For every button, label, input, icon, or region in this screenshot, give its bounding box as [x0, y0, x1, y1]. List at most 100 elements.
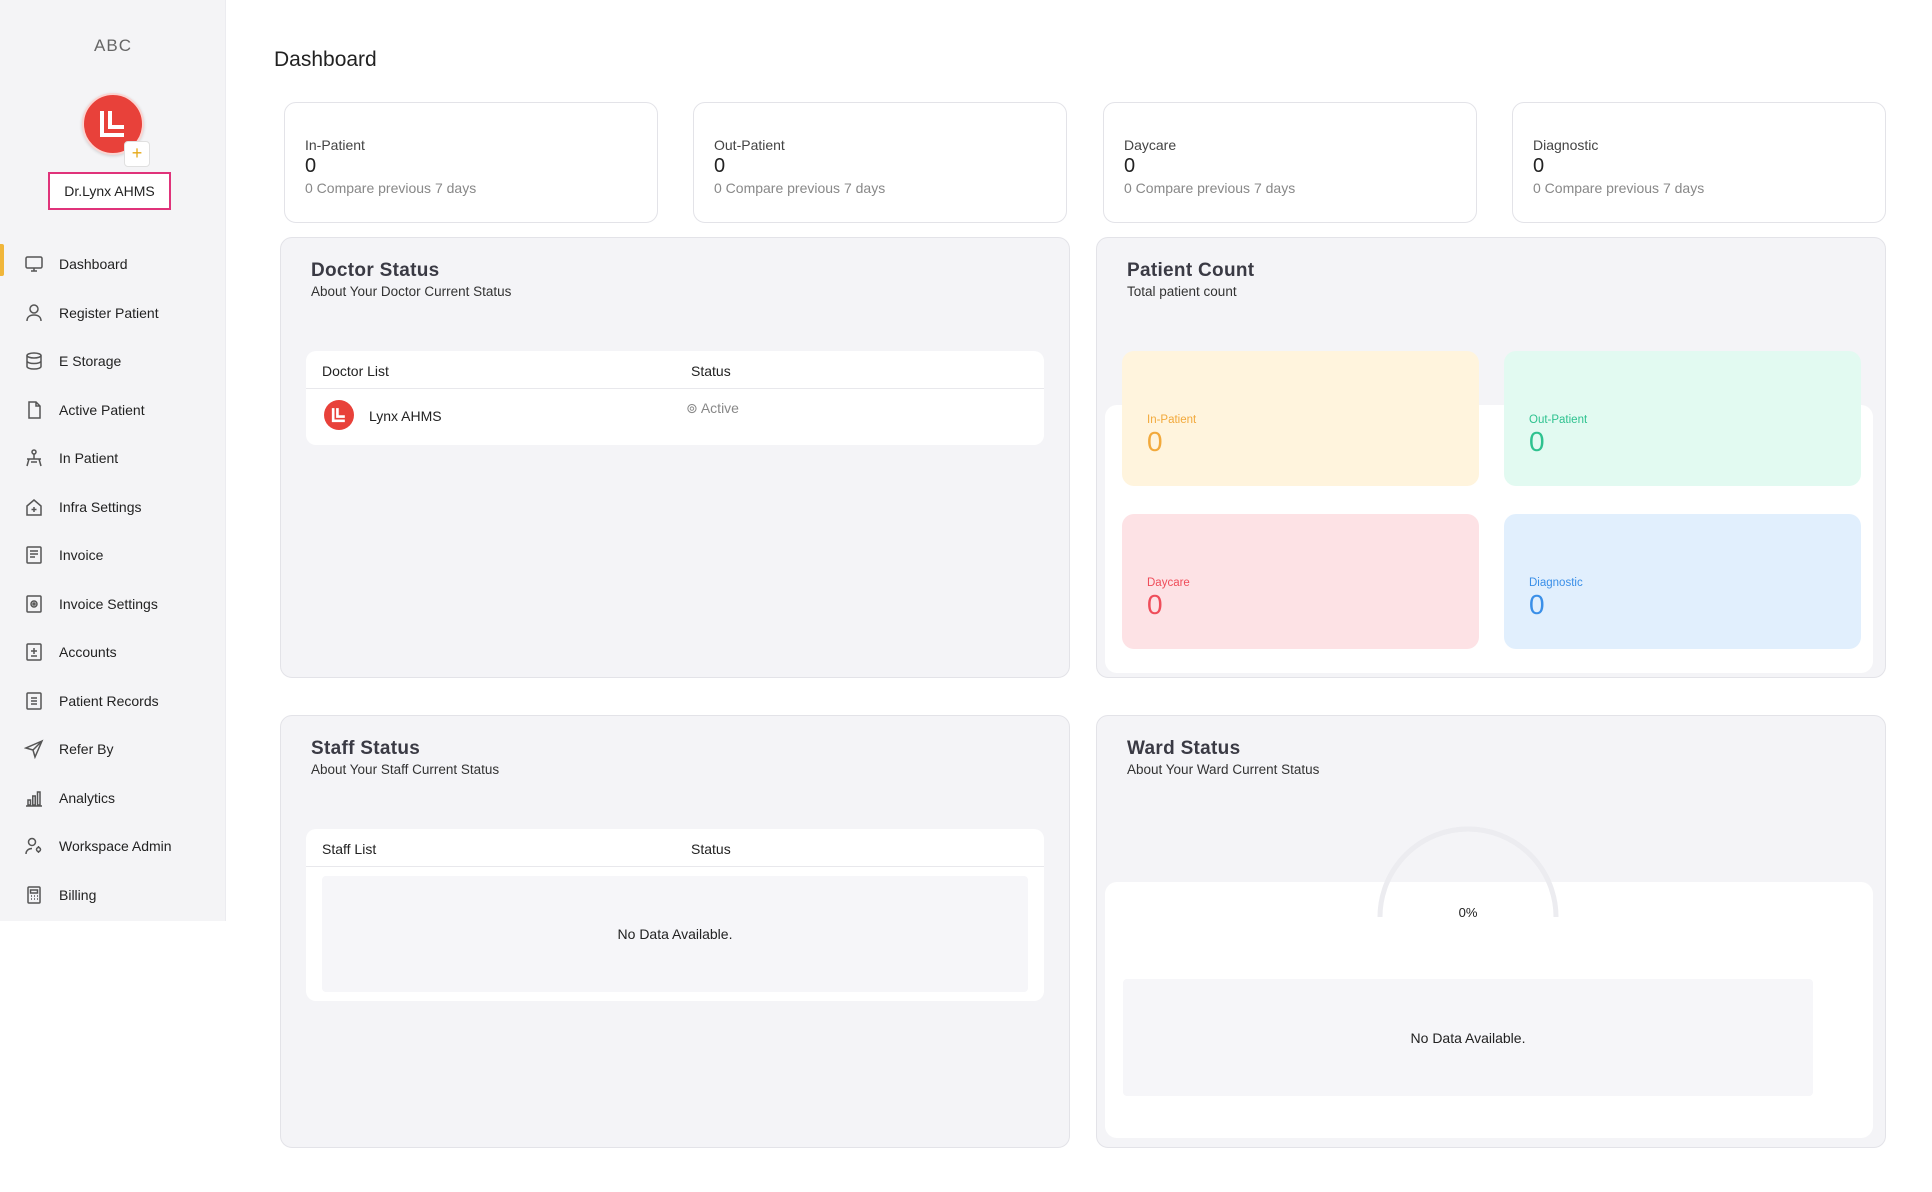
ward-gauge-arc	[1377, 826, 1559, 918]
panel-subtitle: About Your Ward Current Status	[1127, 762, 1320, 777]
avatar[interactable]	[82, 93, 144, 155]
stat-card-diagnostic[interactable]: Diagnostic 0 0 Compare previous 7 days	[1512, 102, 1886, 223]
sidebar-item-active-patient[interactable]: Active Patient	[0, 386, 226, 435]
empty-state: No Data Available.	[322, 876, 1028, 992]
profile-name[interactable]: Dr.Lynx AHMS	[48, 172, 171, 210]
col-doctor-list: Doctor List	[322, 363, 389, 379]
home-plus-icon	[24, 497, 44, 517]
sidebar-item-patient-records[interactable]: Patient Records	[0, 677, 226, 726]
staff-status-panel: Staff Status About Your Staff Current St…	[280, 715, 1070, 1148]
calculator-icon	[24, 885, 44, 905]
sidebar-item-label: Dashboard	[59, 256, 128, 273]
no-data-text: No Data Available.	[617, 926, 733, 942]
stat-card-daycare[interactable]: Daycare 0 0 Compare previous 7 days	[1103, 102, 1477, 223]
accounts-icon	[24, 642, 44, 662]
send-icon	[24, 739, 44, 760]
admin-icon	[24, 836, 44, 856]
bed-icon	[24, 448, 44, 468]
stat-value: 0	[1124, 155, 1136, 177]
database-icon	[24, 351, 44, 371]
count-value: 0	[1147, 426, 1163, 457]
sidebar-item-label: Refer By	[59, 741, 114, 758]
doctor-name: Lynx AHMS	[369, 408, 442, 424]
sidebar-item-label: Infra Settings	[59, 498, 142, 515]
count-tile-diagnostic[interactable]: Diagnostic 0	[1504, 514, 1861, 649]
invoice-icon	[24, 545, 44, 565]
panel-subtitle: About Your Staff Current Status	[311, 762, 500, 777]
sidebar-item-workspace-admin[interactable]: Workspace Admin	[0, 822, 226, 871]
stat-value: 0	[305, 155, 317, 177]
sidebar: ABC + Dr.Lynx AHMS Dashboard Register Pa…	[0, 0, 226, 921]
stat-label: Diagnostic	[1533, 137, 1599, 153]
stat-card-in-patient[interactable]: In-Patient 0 0 Compare previous 7 days	[284, 102, 658, 223]
stat-compare: 0 Compare previous 7 days	[305, 180, 477, 196]
panel-subtitle: Total patient count	[1127, 284, 1237, 299]
gauge-percent: 0%	[1458, 905, 1478, 920]
invoice-settings-icon	[24, 594, 44, 614]
panel-title: Ward Status	[1127, 738, 1241, 759]
count-tile-in-patient[interactable]: In-Patient 0	[1122, 351, 1479, 486]
col-staff-list: Staff List	[322, 841, 377, 857]
stat-compare: 0 Compare previous 7 days	[714, 180, 886, 196]
sidebar-item-label: In Patient	[59, 450, 119, 467]
stat-label: Daycare	[1124, 137, 1177, 153]
col-status: Status	[691, 841, 731, 857]
add-photo-button[interactable]: +	[124, 141, 150, 167]
sidebar-item-in-patient[interactable]: In Patient	[0, 434, 226, 483]
empty-state: No Data Available.	[1123, 979, 1813, 1096]
sidebar-item-accounts[interactable]: Accounts	[0, 628, 226, 677]
status-badge: ⊚ Active	[686, 400, 739, 416]
count-tile-out-patient[interactable]: Out-Patient 0	[1504, 351, 1861, 486]
monitor-icon	[24, 254, 44, 274]
brand-name: ABC	[94, 36, 132, 55]
panel-title: Doctor Status	[311, 260, 440, 281]
stat-label: Out-Patient	[714, 137, 785, 153]
sidebar-item-label: Billing	[59, 886, 97, 903]
sidebar-item-label: Patient Records	[59, 692, 159, 709]
count-value: 0	[1147, 589, 1163, 620]
staff-table: Staff List Status No Data Available.	[306, 829, 1044, 1001]
stat-value: 0	[714, 155, 726, 177]
sidebar-item-label: Register Patient	[59, 304, 159, 321]
sidebar-item-infra-settings[interactable]: Infra Settings	[0, 483, 226, 532]
analytics-icon	[24, 788, 44, 808]
count-label: In-Patient	[1147, 414, 1197, 426]
file-icon	[24, 400, 44, 420]
col-status: Status	[691, 363, 731, 379]
sidebar-item-analytics[interactable]: Analytics	[0, 774, 226, 823]
panel-subtitle: About Your Doctor Current Status	[311, 284, 512, 299]
panel-title: Staff Status	[311, 738, 421, 759]
sidebar-item-label: Invoice Settings	[59, 595, 158, 612]
table-row[interactable]: Lynx AHMS ⊚ Active	[306, 389, 1044, 445]
ward-status-panel: Ward Status About Your Ward Current Stat…	[1096, 715, 1886, 1148]
stat-compare: 0 Compare previous 7 days	[1124, 180, 1296, 196]
table-header: Staff List Status	[306, 829, 1044, 867]
records-icon	[24, 691, 44, 711]
sidebar-item-label: Invoice	[59, 547, 104, 564]
doctor-status-panel: Doctor Status About Your Doctor Current …	[280, 237, 1070, 678]
sidebar-item-invoice-settings[interactable]: Invoice Settings	[0, 580, 226, 629]
sidebar-item-refer-by[interactable]: Refer By	[0, 725, 226, 774]
count-label: Out-Patient	[1529, 414, 1588, 426]
sidebar-item-register-patient[interactable]: Register Patient	[0, 289, 226, 338]
logo-icon	[100, 111, 124, 137]
sidebar-item-label: Accounts	[59, 644, 117, 661]
sidebar-item-invoice[interactable]: Invoice	[0, 531, 226, 580]
sidebar-item-label: Active Patient	[59, 401, 145, 418]
sidebar-item-e-storage[interactable]: E Storage	[0, 337, 226, 386]
sidebar-item-label: E Storage	[59, 353, 122, 370]
sidebar-item-label: Analytics	[59, 789, 116, 806]
count-tile-daycare[interactable]: Daycare 0	[1122, 514, 1479, 649]
count-label: Daycare	[1147, 577, 1190, 589]
sidebar-nav: Dashboard Register Patient E Storage Act…	[0, 240, 226, 919]
sidebar-item-dashboard[interactable]: Dashboard	[0, 240, 226, 289]
doctor-table: Doctor List Status Lynx AHMS ⊚ Active	[306, 351, 1044, 445]
panel-title: Patient Count	[1127, 260, 1255, 281]
sidebar-item-billing[interactable]: Billing	[0, 871, 226, 920]
patient-count-panel: Patient Count Total patient count In-Pat…	[1096, 237, 1886, 678]
profile-avatar-wrap: +	[82, 93, 150, 167]
avatar	[324, 400, 354, 430]
stat-card-out-patient[interactable]: Out-Patient 0 0 Compare previous 7 days	[693, 102, 1067, 223]
stat-label: In-Patient	[305, 137, 365, 153]
table-header: Doctor List Status	[306, 351, 1044, 389]
